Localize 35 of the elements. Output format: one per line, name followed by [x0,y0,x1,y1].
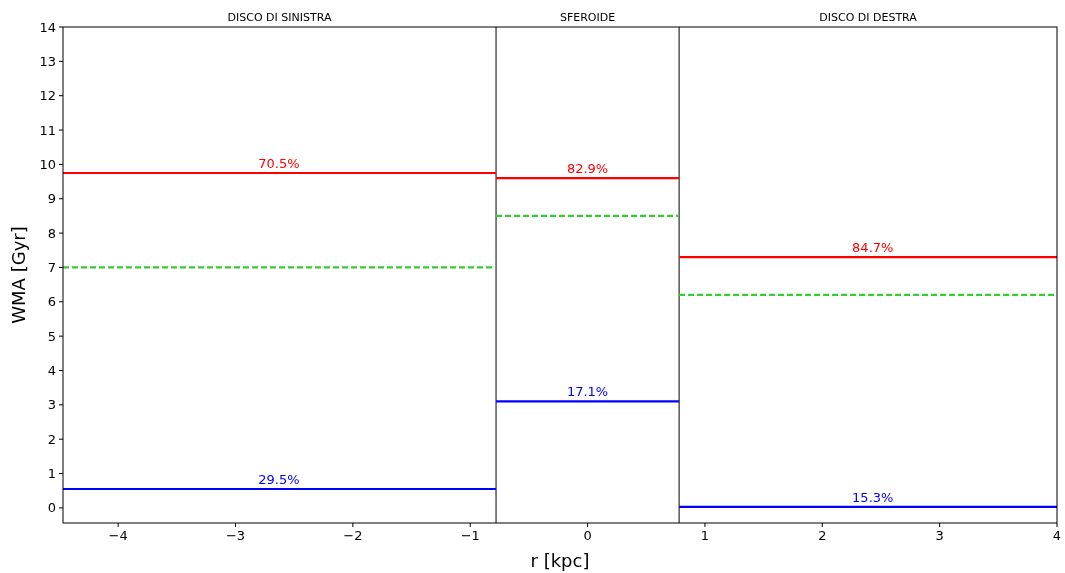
annotation: 70.5% [258,155,300,171]
x-tick-label: 2 [818,528,827,543]
x-tick-label: 1 [700,528,710,543]
annotation: 82.9% [566,161,609,177]
annotation: 29.5% [258,471,300,487]
x-tick-label: 3 [935,528,944,543]
annotation: 15.3% [852,489,894,505]
x-axis-title: r [kpc] [530,550,590,571]
y-tick-label: 14 [39,19,56,35]
y-tick-label: 11 [39,122,56,138]
y-tick-label: 0 [47,500,56,516]
x-tick-label: 0 [583,528,592,543]
y-tick-label: 7 [47,259,56,275]
y-tick-label: 6 [47,294,56,310]
y-tick-label: 5 [47,328,56,344]
text: DISCO DI SINISTRA [227,11,332,24]
x-tick-label: 4 [1052,528,1062,543]
x-tick-label: −1 [460,528,480,543]
y-tick-label: 4 [47,362,56,378]
annotation: 17.1% [566,384,609,400]
x-tick-label: −4 [108,528,128,543]
y-tick-label: 12 [39,88,56,104]
y-tick-label: 3 [47,397,56,413]
y-tick-label: 2 [47,431,56,447]
y-tick-label: 8 [47,225,56,241]
text: SFEROIDE [559,11,616,24]
x-tick-label: −3 [225,528,246,543]
y-tick-label: 1 [47,466,56,482]
x-tick-label: −2 [343,528,363,543]
y-tick-label: 9 [47,191,56,207]
y-tick-label: 10 [39,156,56,172]
annotation: 84.7% [852,240,894,256]
y-tick-label: 13 [39,53,56,69]
y-axis-title: WMA [Gyr] [8,226,29,324]
text: DISCO DI DESTRA [819,11,918,24]
